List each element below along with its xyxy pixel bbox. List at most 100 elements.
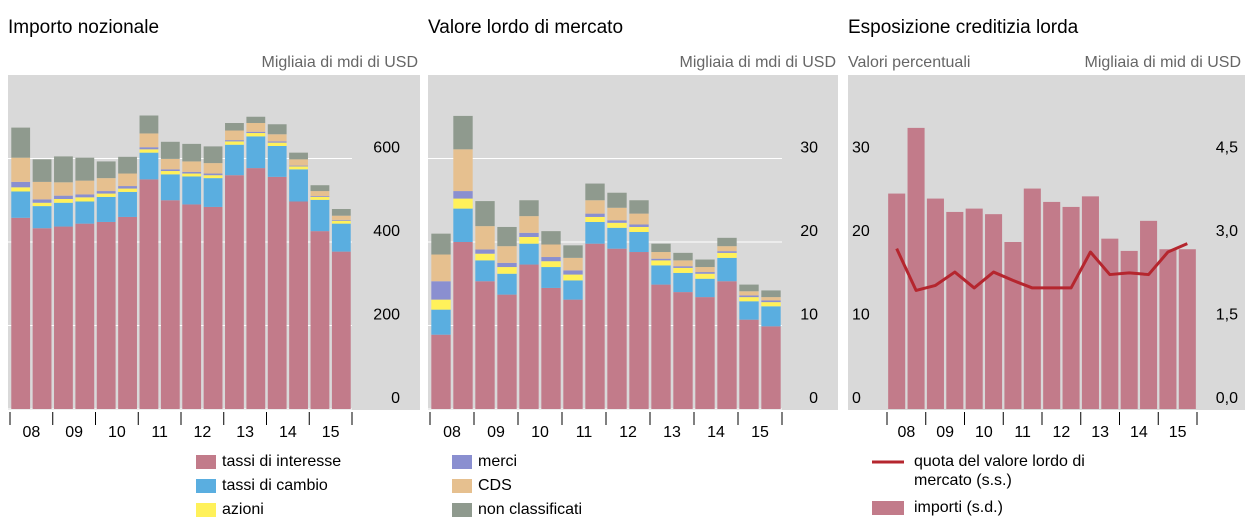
bar-segment (651, 258, 671, 261)
y2-tick-label: 0,0 (1216, 390, 1238, 407)
bar-segment (431, 254, 451, 282)
y-axis-label: Migliaia di mdi di USD (680, 54, 837, 71)
bar-segment (11, 191, 31, 218)
bar-segment (761, 290, 781, 298)
bar-segment (54, 195, 73, 199)
bar-segment (182, 161, 202, 172)
bar-segment (673, 292, 693, 409)
y2-tick-label: 4,5 (1216, 140, 1238, 157)
bar-segment (585, 221, 605, 244)
bar-segment (96, 196, 116, 222)
chart-title: Importo nozionale (8, 17, 159, 38)
bar-segment (75, 194, 95, 198)
bar-segment (585, 216, 605, 222)
bar-segment (519, 232, 539, 237)
y-tick-label: 200 (373, 307, 400, 324)
bar-segment (32, 202, 52, 207)
bar-segment (651, 265, 671, 285)
bar-segment (203, 173, 223, 176)
legend-label: azioni (222, 501, 264, 518)
bar-segment (475, 226, 495, 250)
bar-segment (541, 231, 561, 245)
x-tick-label: 08 (897, 424, 915, 441)
bar-segment (267, 142, 287, 146)
bar-segment (11, 217, 31, 409)
bar-segment (32, 199, 52, 203)
bar-segment (607, 220, 627, 223)
bar-segment (695, 278, 715, 298)
bar-segment (96, 193, 116, 197)
bar-segment (75, 223, 95, 409)
x-tick-label: 12 (619, 424, 637, 441)
bar-segment (139, 149, 159, 153)
x-tick-label: 09 (487, 424, 505, 441)
bar-segment (310, 196, 330, 200)
bar-segment (695, 273, 715, 279)
bar-segment (267, 141, 287, 143)
chart-title: Esposizione creditizia lorda (848, 17, 1079, 38)
bar-segment (11, 181, 31, 188)
bar-segment (629, 226, 649, 232)
bar-segment (541, 244, 561, 258)
y-tick-label: 0 (809, 390, 818, 407)
bar (1120, 250, 1138, 409)
bar-segment (54, 198, 73, 203)
bar-segment (607, 207, 627, 221)
bar (1081, 196, 1099, 409)
bar-segment (310, 196, 330, 197)
bar-segment (96, 178, 116, 192)
bar-segment (629, 200, 649, 214)
y2-axis-label: Migliaia di mid di USD (1085, 54, 1242, 71)
bar-segment (585, 183, 605, 201)
bar-segment (289, 201, 308, 409)
bar-segment (96, 191, 116, 194)
bar (1159, 249, 1177, 409)
bar-segment (673, 252, 693, 261)
bar-segment (225, 123, 244, 131)
bar-segment (139, 115, 159, 134)
bar-segment (695, 297, 715, 409)
bar-segment (453, 191, 473, 199)
bar-segment (182, 204, 202, 409)
bar-segment (139, 133, 159, 148)
bar-segment (160, 174, 180, 201)
legend-swatch (452, 479, 472, 493)
bar-segment (225, 130, 244, 141)
bar-segment (160, 141, 180, 159)
bar-segment (118, 186, 137, 189)
legend-label: quota del valore lordo di mercato (s.s.) (914, 453, 1085, 489)
bar-segment (453, 242, 473, 409)
bar-segment (695, 272, 715, 274)
x-tick-label: 12 (1052, 424, 1070, 441)
bar-segment (563, 257, 583, 271)
bar-segment (761, 300, 781, 303)
bar-segment (182, 176, 202, 205)
y2-tick-label: 3,0 (1216, 223, 1238, 240)
x-tick-label: 10 (531, 424, 549, 441)
y-tick-label: 0 (852, 390, 861, 407)
x-tick-label: 10 (108, 424, 126, 441)
bar-segment (203, 206, 223, 409)
bar-segment (160, 200, 180, 409)
y-tick-label: 600 (373, 140, 400, 157)
bar-segment (761, 297, 781, 301)
legend-label: importi (s.d.) (914, 499, 1003, 516)
bar-segment (289, 165, 308, 167)
bar-segment (246, 133, 266, 137)
bar-segment (519, 200, 539, 217)
bar-segment (54, 156, 73, 183)
legend-label: non classificati (478, 501, 582, 518)
bar-segment (75, 157, 95, 181)
bar-segment (160, 171, 180, 175)
x-tick-label: 09 (65, 424, 83, 441)
bar-segment (739, 284, 759, 292)
bar-segment (563, 245, 583, 258)
bar-segment (118, 216, 137, 409)
bar-segment (695, 259, 715, 268)
line (895, 242, 1188, 292)
legend-swatch (196, 455, 216, 469)
bar-segment (54, 226, 73, 409)
bar-segment (160, 158, 180, 170)
